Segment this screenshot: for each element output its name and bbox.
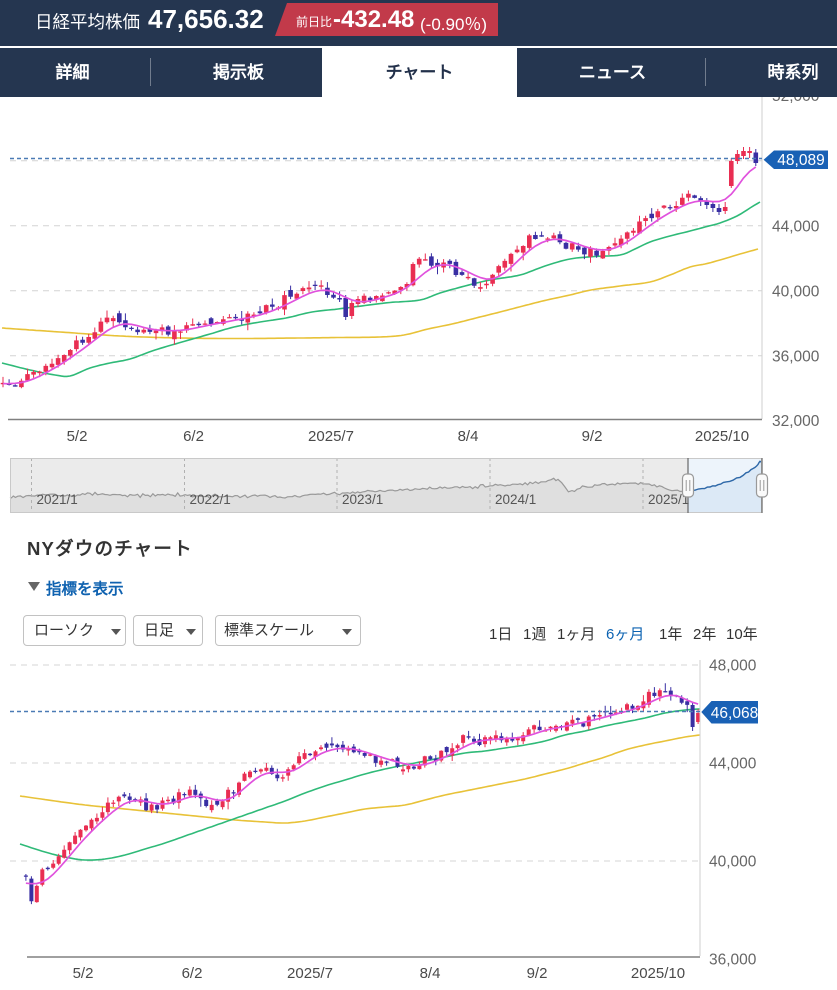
- svg-text:48,000: 48,000: [709, 658, 757, 675]
- svg-text:2025/7: 2025/7: [287, 965, 333, 982]
- svg-text:36,000: 36,000: [709, 952, 757, 969]
- svg-text:2025/10: 2025/10: [631, 965, 685, 982]
- svg-text:2025/10: 2025/10: [695, 428, 749, 445]
- svg-text:2022/1: 2022/1: [190, 492, 231, 507]
- svg-text:44,000: 44,000: [709, 756, 757, 773]
- svg-text:2024/1: 2024/1: [495, 492, 536, 507]
- svg-text:2025/7: 2025/7: [308, 428, 354, 445]
- svg-text:9/2: 9/2: [582, 428, 603, 445]
- svg-text:40,000: 40,000: [709, 854, 757, 871]
- svg-text:8/4: 8/4: [458, 428, 479, 445]
- svg-text:6/2: 6/2: [183, 428, 204, 445]
- svg-text:32,000: 32,000: [772, 413, 820, 430]
- svg-text:2025/1: 2025/1: [648, 492, 689, 507]
- svg-text:9/2: 9/2: [527, 965, 548, 982]
- svg-text:6/2: 6/2: [182, 965, 203, 982]
- svg-text:2023/1: 2023/1: [342, 492, 383, 507]
- svg-text:40,000: 40,000: [772, 283, 820, 300]
- svg-text:48,089: 48,089: [777, 152, 824, 169]
- svg-text:8/4: 8/4: [420, 965, 441, 982]
- svg-text:2021/1: 2021/1: [37, 492, 78, 507]
- svg-text:5/2: 5/2: [73, 965, 94, 982]
- svg-text:46,068: 46,068: [711, 705, 758, 722]
- svg-text:36,000: 36,000: [772, 348, 820, 365]
- svg-text:44,000: 44,000: [772, 218, 820, 235]
- svg-text:5/2: 5/2: [67, 428, 88, 445]
